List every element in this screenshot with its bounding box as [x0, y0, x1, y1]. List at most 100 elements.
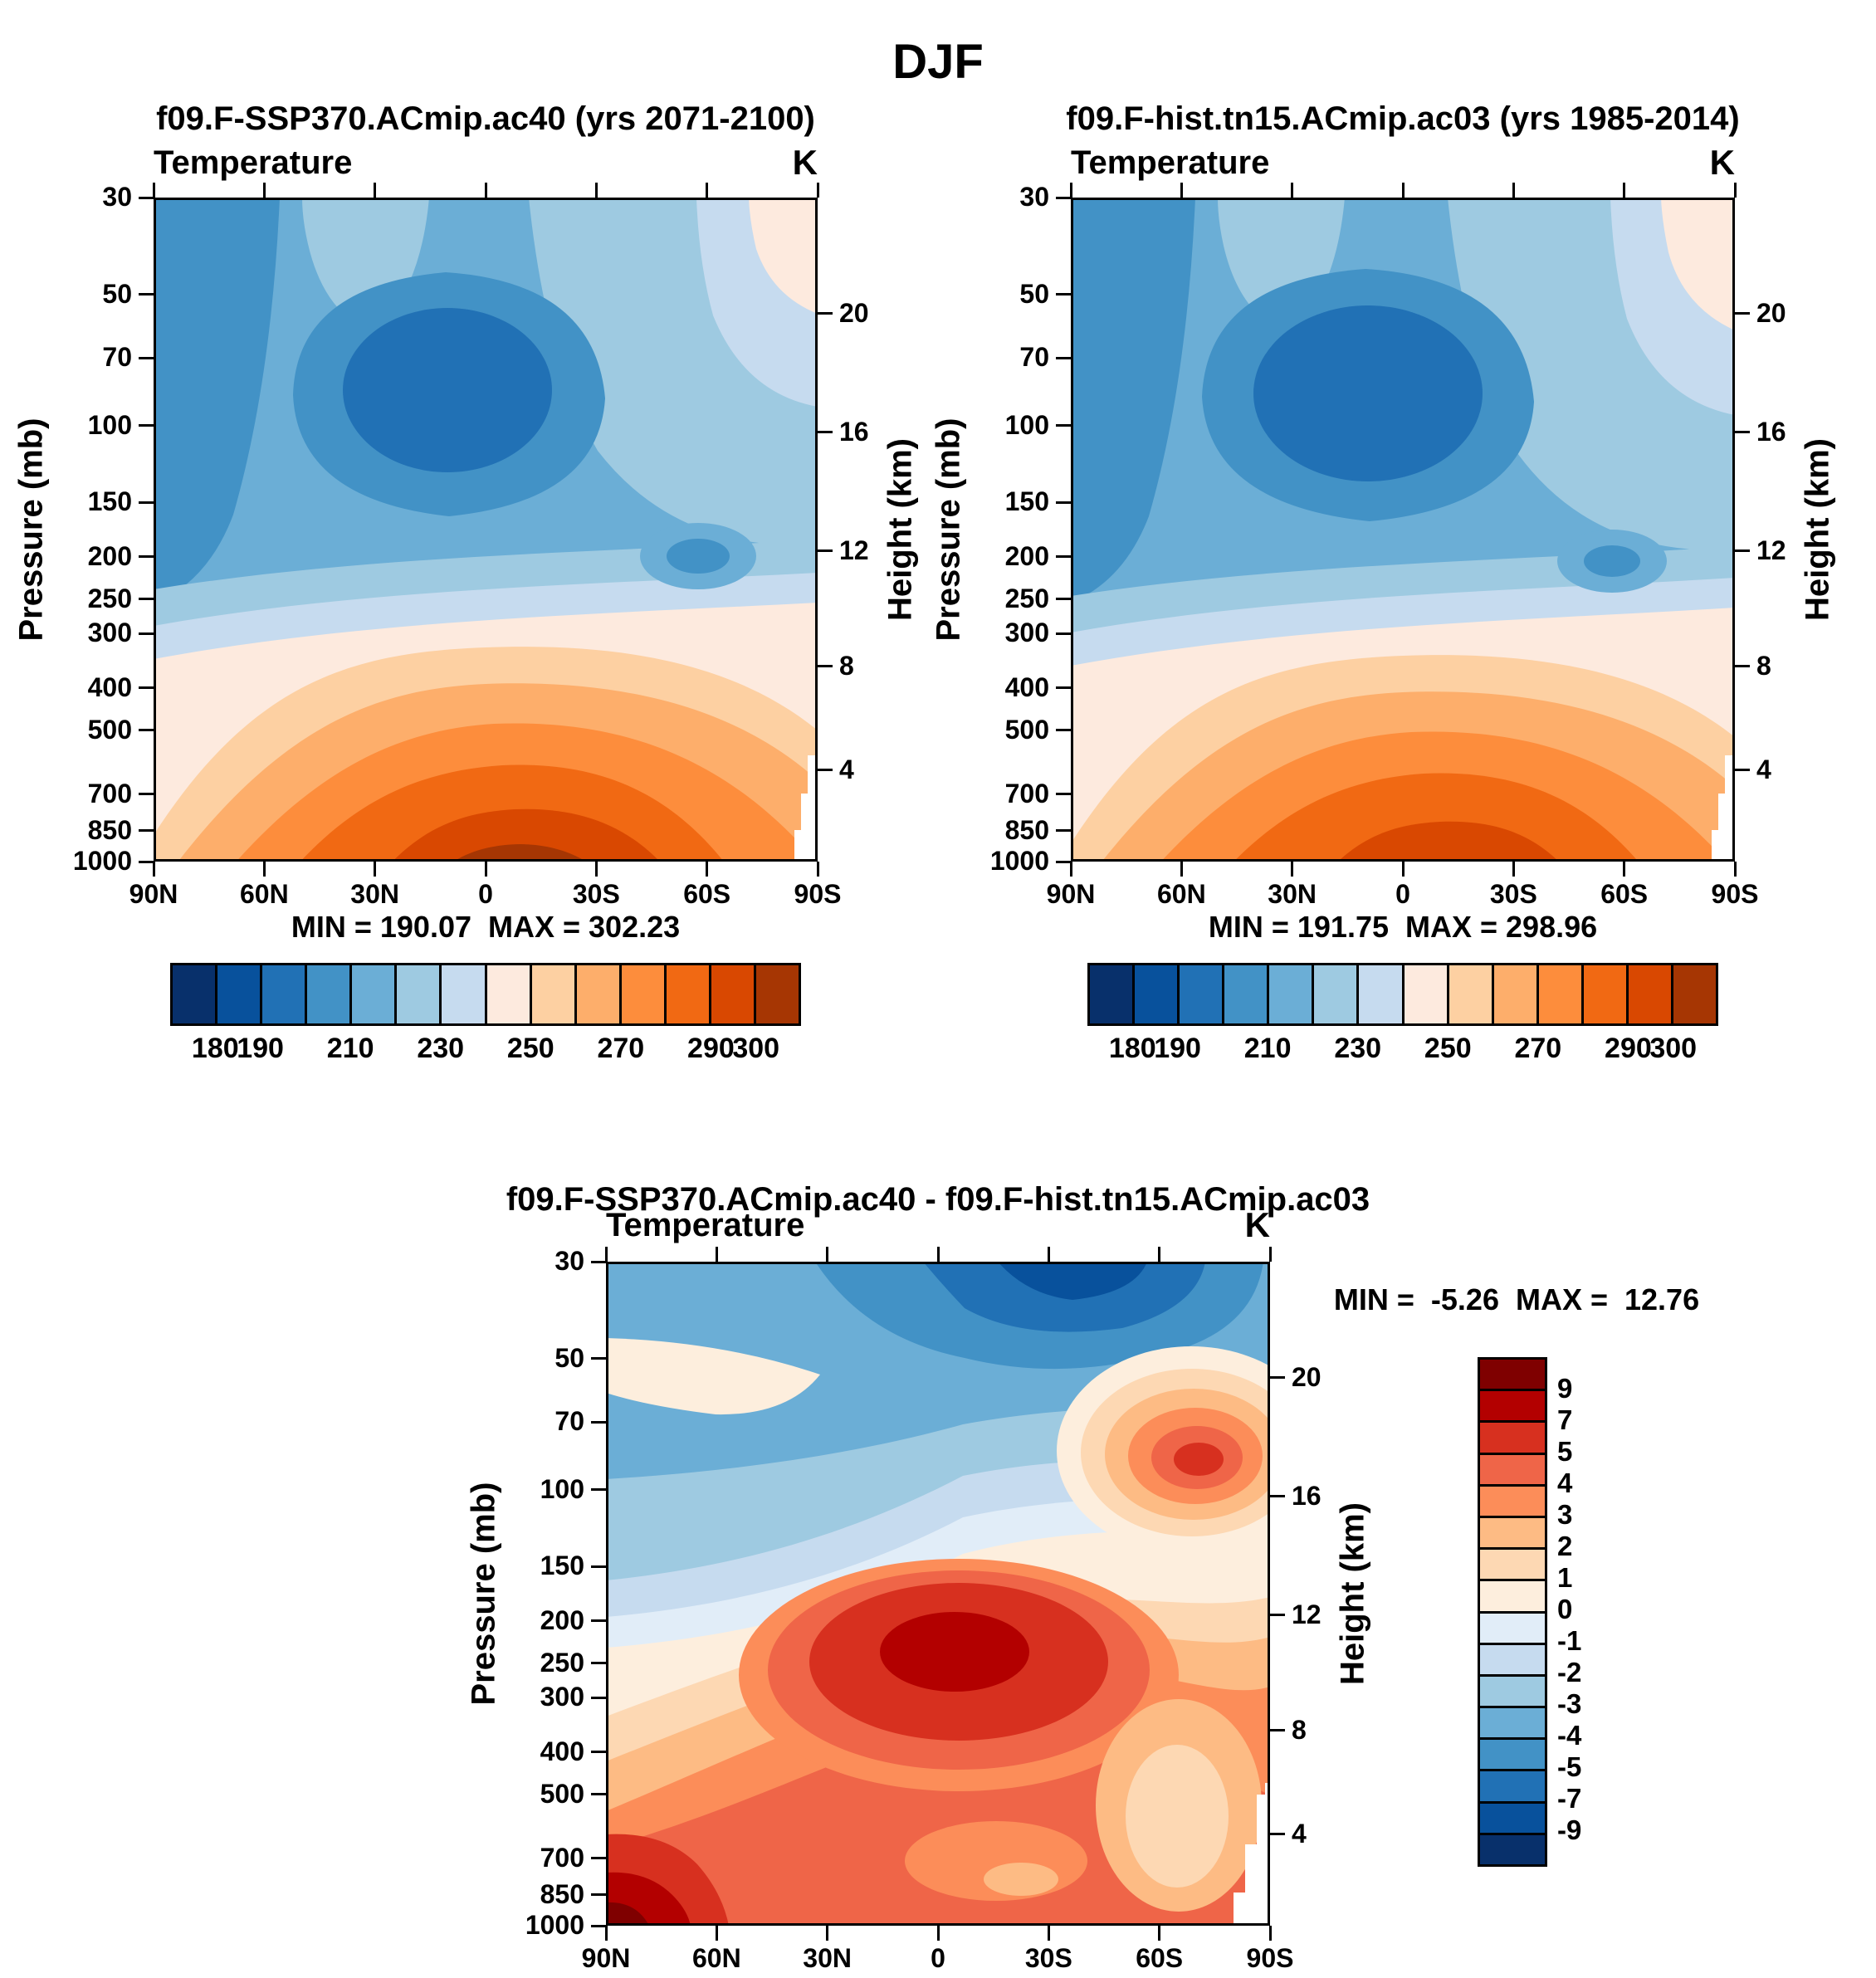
height-tick-label: 4: [839, 754, 854, 784]
height-tick-label: 8: [1756, 650, 1771, 681]
colorbar: 180 190 210 230 250 270 290 300: [170, 963, 801, 1064]
lat-tick-top: [1512, 183, 1515, 198]
pressure-tick: [139, 686, 154, 690]
pressure-tick: [591, 1662, 606, 1665]
colorbar-cell: [1480, 1740, 1545, 1772]
pressure-tick: [139, 860, 154, 863]
colorbar-tick-label: 190: [1154, 1033, 1201, 1064]
pressure-tick-label: 30: [1019, 182, 1049, 212]
height-tick: [1270, 1614, 1285, 1617]
units-label: K: [1709, 143, 1735, 182]
plot-border: [154, 198, 818, 862]
colorbar-cell: [1480, 1454, 1545, 1487]
lat-tick-label: 90S: [794, 879, 842, 909]
pressure-tick-label: 50: [102, 278, 132, 309]
pressure-tick-label: 400: [87, 672, 132, 702]
lat-tick-top: [1291, 183, 1294, 198]
colorbar-tick-label: -5: [1557, 1751, 1582, 1782]
units-label: K: [792, 143, 818, 182]
colorbar-cell: [1480, 1771, 1545, 1804]
lat-tick-top: [826, 1247, 829, 1262]
pressure-tick: [139, 598, 154, 601]
height-tick-label: 8: [839, 650, 854, 681]
antarctic-mask: [1712, 755, 1735, 862]
height-tick: [1270, 1729, 1285, 1732]
pressure-tick-label: 200: [1004, 540, 1049, 571]
colorbar-cell: [1090, 965, 1136, 1023]
colorbar-tick-label: 290: [687, 1033, 735, 1064]
pressure-axis-title: Pressure (mb): [12, 418, 50, 642]
colorbar-tick-label: 180: [1108, 1033, 1156, 1064]
pressure-tick: [139, 501, 154, 504]
lat-tick-top: [152, 183, 155, 198]
pressure-tick-label: 500: [1004, 714, 1049, 745]
lat-tick-top: [816, 183, 819, 198]
lat-tick-bottom: [374, 862, 377, 877]
colorbar: 180 190 210 230 250 270 290 300: [1087, 963, 1718, 1064]
colorbar-tick-label: 230: [417, 1033, 465, 1064]
height-tick-label: 20: [1756, 297, 1786, 328]
height-tick-label: 16: [839, 416, 869, 447]
field-label: Temperature: [154, 144, 353, 181]
pressure-tick: [139, 632, 154, 635]
pressure-tick: [1056, 632, 1071, 635]
colorbar-cell: [711, 965, 757, 1023]
height-tick: [1735, 549, 1750, 553]
colorbar-cell: [576, 965, 622, 1023]
height-tick: [1270, 1376, 1285, 1380]
pressure-tick: [591, 1793, 606, 1796]
pressure-tick: [1056, 293, 1071, 296]
colorbar-tick-label: 5: [1557, 1436, 1573, 1467]
colorbar-cell: [397, 965, 442, 1023]
lat-tick-top: [1158, 1247, 1161, 1262]
lat-tick-bottom: [715, 1926, 718, 1941]
pressure-tick: [1056, 729, 1071, 732]
colorbar-cells: [1478, 1357, 1547, 1867]
pressure-tick: [591, 1488, 606, 1492]
colorbar-tick-label: 9: [1557, 1373, 1573, 1404]
height-tick: [1270, 1495, 1285, 1498]
lat-tick-bottom: [1512, 862, 1515, 877]
lat-tick-top: [1733, 183, 1737, 198]
height-tick: [1735, 431, 1750, 434]
colorbar-tick-label: 0: [1557, 1594, 1573, 1624]
colorbar-tick-label: -7: [1557, 1783, 1582, 1814]
lat-tick-bottom: [152, 862, 155, 877]
pressure-tick: [139, 793, 154, 796]
pressure-tick: [591, 1893, 606, 1897]
colorbar-labels: 180 190 210 230 250 270 290 300: [1087, 1033, 1718, 1069]
lat-tick-label: 0: [931, 1943, 945, 1973]
pressure-tick-label: 250: [540, 1647, 584, 1678]
lat-tick-label: 90N: [581, 1943, 631, 1973]
colorbar-cell: [1180, 965, 1225, 1023]
lat-tick-bottom: [816, 862, 819, 877]
lat-tick-label: 60S: [1136, 1943, 1184, 1973]
pressure-axis-title: Pressure (mb): [930, 418, 967, 642]
pressure-tick-label: 100: [87, 409, 132, 440]
pressure-tick-label: 150: [1004, 486, 1049, 517]
colorbar-cell: [1583, 965, 1629, 1023]
colorbar-tick-label: 300: [732, 1033, 780, 1064]
contour-plot-svg: [154, 198, 818, 862]
pressure-tick: [1056, 196, 1071, 199]
lat-tick-bottom: [1291, 862, 1294, 877]
height-axis-title: Height (km): [882, 438, 919, 621]
height-tick: [1735, 312, 1750, 315]
lat-tick-bottom: [1268, 1926, 1272, 1941]
lat-tick-bottom: [706, 862, 709, 877]
lat-tick-bottom: [1069, 862, 1072, 877]
lat-tick-label: 30N: [1268, 879, 1317, 909]
lat-tick-top: [604, 1247, 608, 1262]
colorbar-tick-label: -4: [1557, 1720, 1582, 1751]
minmax-label: MIN = 191.75 MAX = 298.96: [1208, 910, 1598, 944]
pressure-tick: [1056, 686, 1071, 690]
pressure-tick-label: 250: [87, 583, 132, 613]
lat-tick-bottom: [1623, 862, 1626, 877]
panel-hist: f09.F-hist.tn15.ACmip.ac03 (yrs 1985-201…: [917, 73, 1855, 1152]
colorbar-cell: [486, 965, 532, 1023]
colorbar-cell: [1480, 1486, 1545, 1518]
pressure-tick-label: 50: [554, 1342, 584, 1373]
colorbar-cell: [1480, 1581, 1545, 1614]
height-tick: [818, 665, 833, 668]
panel-title: f09.F-SSP370.ACmip.ac40 - f09.F-hist.tn1…: [506, 1181, 1370, 1219]
